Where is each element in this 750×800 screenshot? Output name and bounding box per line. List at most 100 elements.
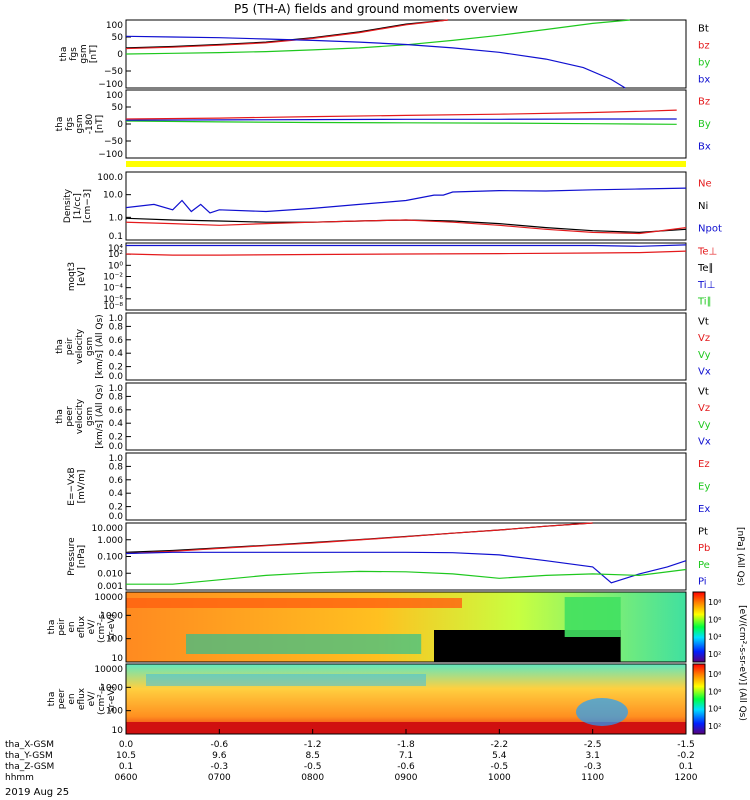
colorbar-tick: 10⁸	[708, 598, 721, 607]
colorbar-label: [eV/(cm²-s-sr-eV)] (All Qs)	[737, 605, 747, 721]
ylabel-line: Pressure	[67, 537, 77, 576]
legend-Ni: Ni	[698, 201, 708, 212]
panel-peer_en_eflux: 10000 1000 100 10 thapeerenefluxeV/(cm²-s-sr…	[47, 663, 721, 736]
ylabel-fgs_gsm: thafgsgsm[nT]	[59, 44, 99, 63]
ytick-label: −50	[104, 67, 123, 77]
quality-flag-bar	[126, 161, 686, 167]
xaxis-tick-label: -1.5	[677, 740, 695, 750]
ytick-label: 10	[112, 654, 124, 664]
ylabel-line: peir	[65, 337, 75, 355]
ylabel-line: fgs	[65, 117, 75, 131]
xaxis-tick-label: 0900	[395, 773, 418, 783]
ytick-label: 0.100	[97, 553, 123, 563]
legend-Pi: Pi	[698, 577, 707, 588]
ylabel-line: tha	[55, 409, 65, 424]
legend-Vz: Vz	[698, 403, 710, 414]
side-label: [nPa] (All Qs)	[735, 527, 745, 586]
panel-peir_en_eflux: 10000 1000 100 10 thapeirenefluxeV/(cm²-s-sr…	[47, 591, 721, 664]
xaxis-tick-label: 7.1	[399, 751, 413, 761]
ytick-label: 10	[112, 726, 124, 736]
ytick-label: 0.2	[109, 433, 123, 443]
ylabel-line: moqt3	[67, 262, 77, 291]
ytick-label: 100	[106, 635, 123, 645]
date-label: 2019 Aug 25	[5, 787, 69, 798]
ytick-label: 0.2	[109, 503, 123, 513]
colorbar-peer_en_eflux	[692, 663, 706, 735]
ytick-label: −50	[104, 137, 123, 147]
series-Ne	[125, 219, 687, 235]
ylabel-line: sr-eV)	[107, 614, 117, 640]
ytick-label: 0.8	[109, 392, 124, 402]
legend-Vy: Vy	[698, 350, 711, 361]
xaxis-tick-label: -1.2	[304, 740, 322, 750]
ylabel-line: gsm	[79, 44, 89, 63]
colorbar-peir_en_eflux	[692, 591, 706, 663]
ylabel-peir_en_eflux: thapeirenefluxeV/(cm²-s-sr-eV)	[47, 611, 117, 643]
ylabel-line: velocity	[75, 328, 85, 364]
ylabel-line: gsm	[85, 407, 95, 426]
ylabel-line: velocity	[75, 398, 85, 434]
ylabel-line: tha	[55, 339, 65, 354]
xaxis-tick-label: -0.3	[211, 762, 229, 772]
ytick-label: 0.4	[109, 419, 124, 429]
ytick-label: 100	[106, 21, 123, 31]
ytick-label: 100	[106, 91, 123, 101]
ytick-label: 0.4	[109, 489, 124, 499]
legend-Vx: Vx	[698, 437, 711, 448]
ytick-label: 1.0	[109, 384, 124, 394]
xaxis-tick-label: 5.4	[492, 751, 507, 761]
ylabel-line: peir	[57, 618, 67, 636]
frame-peir_en_eflux	[125, 591, 687, 663]
spectrogram-band-low	[186, 634, 422, 654]
legend-Vz: Vz	[698, 333, 710, 344]
legend-Ex: Ex	[698, 504, 710, 515]
ylabel-density: Density[1/cc][cm−3]	[63, 188, 93, 223]
ytick-label: 10⁰	[108, 261, 123, 271]
xaxis-tick-label: -0.2	[677, 751, 695, 761]
ytick-label: 1.000	[97, 536, 123, 546]
ytick-label: 0.4	[109, 349, 124, 359]
xaxis-tick-label: 0700	[208, 773, 231, 783]
xaxis-tick-label: -0.3	[584, 762, 602, 772]
xaxis-row-label: tha_Z-GSM	[5, 762, 54, 772]
ylabel-peer_velocity: thapeervelocitygsm[km/s] (All Qs)	[55, 384, 105, 448]
series-Ti⊥	[126, 244, 687, 247]
legend-Bx: Bx	[698, 142, 711, 153]
ylabel-line: fgs	[69, 47, 79, 61]
xaxis-tick-label: 0.1	[119, 762, 133, 772]
legend-Ey: Ey	[698, 482, 710, 493]
ytick-label: 0.010	[97, 569, 123, 579]
ytick-label: 1000	[100, 683, 123, 693]
ytick-label: 10.000	[92, 524, 124, 534]
ylabel-line: [km/s] (All Qs)	[95, 314, 105, 378]
colorbar-tick: 10⁶	[708, 615, 721, 624]
ylabel-moqt3: moqt3[eV]	[67, 262, 87, 291]
plot-title: P5 (TH-A) fields and ground moments over…	[234, 2, 518, 16]
frame-density	[125, 171, 687, 241]
panel-e_field: 1.00.8 0.6 0.4 0.20.0 E=−VxB[mV/m] Ez Ey Ex	[67, 452, 710, 522]
ytick-label: 10.0	[103, 191, 123, 201]
series-Bx	[125, 118, 677, 121]
series-Bz	[125, 109, 677, 120]
ytick-label: 0.1	[109, 232, 123, 242]
series-Npot	[125, 187, 687, 214]
ytick-label: 10000	[94, 665, 123, 675]
ylabel-line: eV/	[87, 619, 97, 635]
ylabel-line: gsm	[85, 337, 95, 356]
ylabel-line: Density	[63, 188, 73, 223]
ytick-label: 0.2	[109, 363, 123, 373]
ylabel-line: gsm	[75, 114, 85, 133]
ytick-label: −100	[98, 150, 123, 160]
colorbar-tick: 10²	[708, 722, 721, 731]
colorbar-tick: 10⁸	[708, 670, 721, 679]
frame-pressure	[125, 522, 687, 591]
ylabel-line: [nT]	[89, 45, 99, 63]
legend-Ti∥: Ti∥	[697, 297, 712, 308]
xaxis-tick-label: 9.6	[212, 751, 227, 761]
xaxis-tick-label: 0.0	[119, 740, 134, 750]
ytick-label: 10⁻⁸	[103, 302, 123, 312]
series-bz	[125, 19, 449, 50]
ylabel-line: peer	[57, 688, 67, 709]
legend-by: by	[698, 58, 710, 69]
